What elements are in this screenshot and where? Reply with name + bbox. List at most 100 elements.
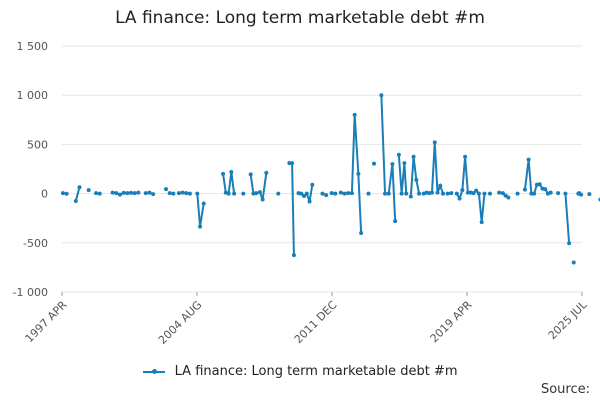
data-point [195, 191, 200, 196]
data-point [264, 170, 269, 175]
y-tick-label: -500 [23, 237, 48, 250]
data-point [333, 191, 338, 196]
data-point [232, 191, 237, 196]
series-line-segment [196, 193, 205, 227]
x-tick-label: 2019 APR [428, 298, 475, 345]
data-point [86, 188, 91, 193]
data-point [356, 171, 361, 176]
data-point [563, 191, 568, 196]
data-point [366, 191, 371, 196]
y-tick-label: 0 [41, 188, 48, 201]
data-point [60, 191, 65, 196]
data-point [474, 188, 479, 193]
data-point [94, 191, 99, 196]
data-point [221, 171, 226, 176]
series-line-segment [397, 154, 408, 194]
data-point [399, 191, 404, 196]
data-point [307, 199, 312, 204]
data-point [187, 191, 192, 196]
data-point [449, 191, 454, 196]
data-point [257, 190, 262, 195]
data-point [241, 191, 246, 196]
data-point [414, 177, 419, 182]
y-tick-label: -1 000 [13, 286, 48, 299]
data-point [121, 190, 126, 195]
data-point [226, 191, 231, 196]
data-point [320, 191, 325, 196]
data-point [77, 185, 82, 190]
x-tick-label: 2011 DEC [292, 298, 340, 346]
series-line-segment [409, 156, 421, 197]
data-point [487, 191, 492, 196]
data-point [522, 187, 527, 192]
data-point [529, 191, 534, 196]
data-point [324, 193, 329, 198]
data-point [571, 260, 576, 265]
data-point [136, 190, 141, 195]
data-point [198, 224, 203, 229]
series-line-segment [258, 172, 268, 200]
data-point [276, 191, 281, 196]
data-point [132, 191, 137, 196]
data-point [383, 191, 388, 196]
data-point [482, 191, 487, 196]
data-point [532, 191, 537, 196]
data-point [471, 191, 476, 196]
x-tick-label: 2004 AUG [156, 298, 205, 347]
data-point [500, 191, 505, 196]
series-line-segment [564, 193, 571, 244]
data-point [180, 190, 185, 195]
data-point [254, 191, 259, 196]
series-line-segment [74, 186, 81, 202]
data-point [201, 201, 206, 206]
chart-title: LA finance: Long term marketable debt #m [115, 8, 485, 28]
data-point [338, 190, 343, 195]
data-point [291, 253, 296, 258]
data-point [587, 192, 592, 197]
y-tick-label: 500 [27, 138, 48, 151]
series-line-segment [289, 162, 295, 256]
data-point [457, 196, 462, 201]
data-point [302, 194, 307, 199]
series-line-segment [222, 171, 236, 195]
data-point [167, 191, 172, 196]
data-point [506, 195, 511, 200]
data-point [537, 182, 542, 187]
legend[interactable]: LA finance: Long term marketable debt #m [0, 364, 600, 379]
data-point [411, 154, 416, 159]
data-point [229, 169, 234, 174]
data-point [429, 190, 434, 195]
data-point [260, 197, 265, 202]
series-line-segment [380, 95, 387, 194]
data-point [349, 191, 354, 196]
data-point [64, 191, 69, 196]
data-point [164, 187, 168, 192]
y-tick-label: 1 000 [17, 89, 49, 102]
data-point [445, 191, 450, 196]
legend-label: LA finance: Long term marketable debt #m [174, 364, 458, 379]
data-point [110, 190, 115, 195]
data-point [248, 172, 253, 177]
data-point [515, 191, 520, 196]
data-point [129, 190, 134, 195]
data-point [184, 191, 189, 196]
data-point [408, 194, 413, 199]
data-point [386, 191, 391, 196]
data-point [402, 161, 407, 166]
data-point [125, 191, 130, 196]
data-point [352, 112, 357, 117]
data-point [171, 191, 176, 196]
data-point [441, 191, 446, 196]
data-point [299, 191, 304, 196]
data-point [438, 183, 443, 188]
data-point [579, 192, 584, 197]
data-point [396, 152, 401, 157]
data-point [147, 190, 152, 195]
data-point [290, 161, 295, 166]
data-point [460, 188, 465, 193]
data-point [151, 192, 156, 197]
data-point [454, 191, 459, 196]
data-point [97, 191, 102, 196]
data-point [548, 190, 553, 195]
